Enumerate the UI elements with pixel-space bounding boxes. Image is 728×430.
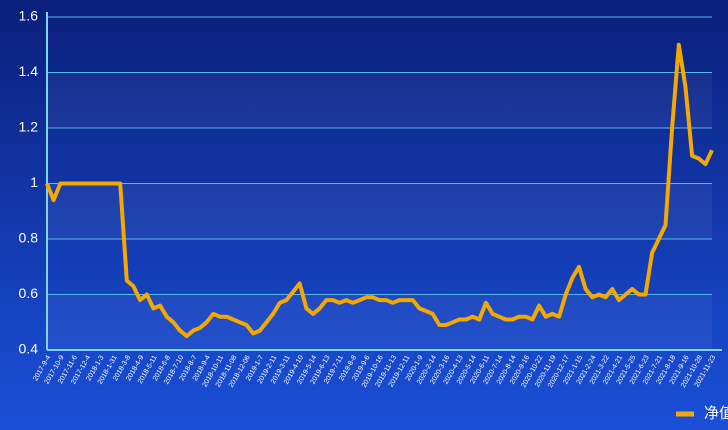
y-tick-label: 1 [30, 174, 38, 190]
y-tick-label: 0.6 [19, 285, 39, 301]
y-tick-label: 1.4 [19, 63, 39, 79]
y-tick-label: 1.6 [19, 8, 39, 24]
grid-band [47, 294, 712, 350]
y-tick-label: 1.2 [19, 119, 39, 135]
y-tick-label: 0.8 [19, 230, 39, 246]
y-tick-label: 0.4 [19, 341, 39, 357]
grid-band [47, 183, 712, 239]
line [45, 42, 714, 339]
grid-band [47, 72, 712, 128]
legend-label: 净值 [704, 405, 728, 422]
